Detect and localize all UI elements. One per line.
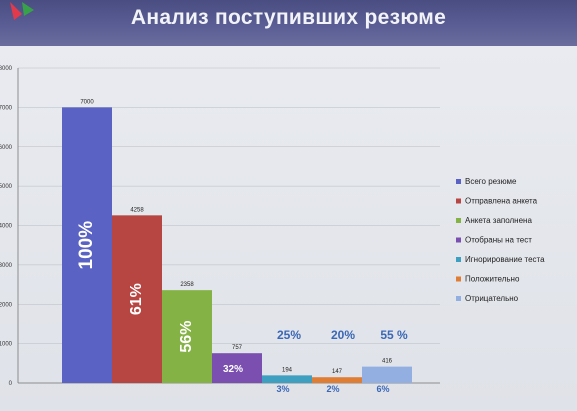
legend-swatch xyxy=(456,218,461,223)
bar-percent-label: 6% xyxy=(376,384,389,394)
legend-label: Отрицательно xyxy=(465,294,519,303)
bar-percent-label: 61% xyxy=(128,283,145,315)
legend-swatch xyxy=(456,257,461,262)
bar xyxy=(162,290,212,383)
bar-percent-label: 2% xyxy=(326,384,339,394)
bar-value-label: 416 xyxy=(382,359,393,365)
legend-label: Отправлена анкета xyxy=(465,197,538,206)
y-tick-label: 8000 xyxy=(0,66,13,72)
y-tick-label: 4000 xyxy=(0,224,13,230)
legend-swatch xyxy=(456,276,461,282)
legend-swatch xyxy=(456,198,461,204)
bar xyxy=(262,375,312,383)
chart-title: Анализ поступивших резюме xyxy=(130,6,447,29)
bar xyxy=(212,353,262,383)
bar-value-label: 194 xyxy=(282,367,293,373)
y-tick-label: 2000 xyxy=(0,302,13,308)
bar xyxy=(62,107,112,383)
annotation-label: 20% xyxy=(331,328,355,342)
y-tick-label: 3000 xyxy=(0,263,13,269)
legend-label: Отобраны на тест xyxy=(465,236,532,245)
y-tick-label: 0 xyxy=(9,381,13,387)
y-tick-label: 1000 xyxy=(0,342,13,348)
legend-swatch xyxy=(456,237,461,243)
bar-percent-label: 100% xyxy=(76,221,97,270)
title-band xyxy=(0,0,577,46)
bar-percent-label: 32% xyxy=(223,364,243,375)
bar xyxy=(362,366,412,383)
bar xyxy=(312,377,362,383)
legend-label: Положительно xyxy=(465,275,520,284)
bar-value-label: 4258 xyxy=(130,207,144,213)
bar-percent-label: 56% xyxy=(178,321,195,353)
bar-value-label: 7000 xyxy=(80,99,94,105)
bar-chart: 0 1000 2000 3000 4000 5000 6000 7000 8000 7000 100… xyxy=(0,66,545,394)
legend-label: Анкета заполнена xyxy=(465,216,532,225)
y-tick-label: 7000 xyxy=(0,105,13,111)
bar-value-label: 757 xyxy=(232,345,243,351)
bar xyxy=(112,215,162,383)
logo-icon xyxy=(10,2,34,20)
bar-value-label: 147 xyxy=(332,369,343,375)
legend-label: Всего резюме xyxy=(465,177,517,186)
bar-percent-label: 3% xyxy=(276,384,289,394)
annotation-label: 55 % xyxy=(380,328,408,342)
legend-label: Игнорирование теста xyxy=(465,255,545,264)
y-tick-label: 6000 xyxy=(0,145,13,151)
legend-swatch xyxy=(456,179,461,184)
legend-swatch xyxy=(456,296,461,301)
annotation-label: 25% xyxy=(277,328,301,342)
bar-value-label: 2358 xyxy=(180,282,194,288)
y-tick-label: 5000 xyxy=(0,184,13,190)
